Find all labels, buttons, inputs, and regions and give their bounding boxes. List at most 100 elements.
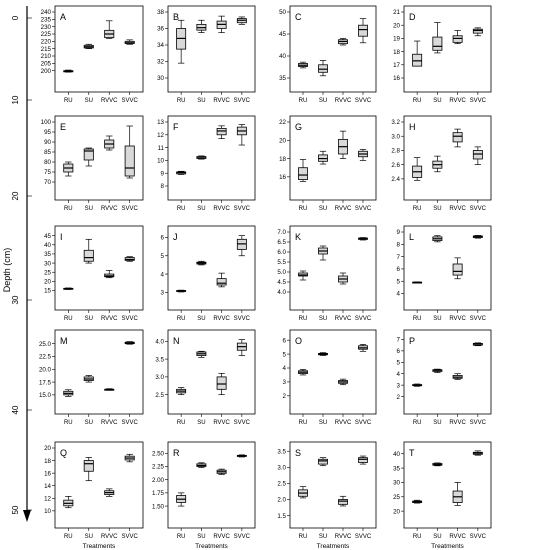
y-tick-label: 30 xyxy=(44,260,51,267)
panel-label: A xyxy=(60,12,66,22)
box-rvvc xyxy=(452,257,463,280)
box-ru xyxy=(412,281,423,284)
box-su xyxy=(432,22,443,54)
y-tick-label: 15.0 xyxy=(39,392,52,399)
panel-frame xyxy=(289,115,377,201)
x-tick-label: RVVC xyxy=(213,316,230,322)
box-su xyxy=(196,350,207,358)
y-tick-label: 3 xyxy=(283,379,287,386)
panel-l: L 4 5 6 7 8 9 RU SU RVVC SVVC xyxy=(397,225,492,322)
panel-label: I xyxy=(60,232,63,242)
y-tick-label: 3.0 xyxy=(277,465,286,472)
y-tick-label: 20 xyxy=(279,137,286,144)
box-su xyxy=(318,352,328,356)
y-tick-label: 34 xyxy=(157,42,164,49)
y-tick-label: 2.8 xyxy=(391,148,400,155)
y-tick-label: 9 xyxy=(397,229,401,236)
panel-label: T xyxy=(409,448,415,458)
box-iqr xyxy=(452,132,463,143)
box-su xyxy=(196,462,207,468)
box-rvvc xyxy=(452,128,463,148)
y-tick-label: 1.50 xyxy=(152,503,165,510)
x-tick-label: RVVC xyxy=(101,420,118,426)
box-iqr xyxy=(318,458,328,465)
y-tick-label: 4.0 xyxy=(155,339,164,346)
box-su xyxy=(83,43,94,50)
depth-tick-label: 0 xyxy=(11,15,20,20)
box-svvc xyxy=(472,146,483,166)
x-tick-label: SU xyxy=(319,420,327,426)
panel-n: N 2.5 3.0 3.5 4.0 RU SU RVVC SVVC xyxy=(155,329,256,426)
x-tick-label: SU xyxy=(85,206,93,212)
y-tick-label: 12 xyxy=(44,495,51,502)
x-tick-label: SVVC xyxy=(470,206,487,212)
y-tick-label: 32 xyxy=(157,59,164,66)
x-tick-label: SU xyxy=(433,534,441,540)
box-ru xyxy=(298,159,308,182)
y-tick-label: 5 xyxy=(283,351,287,358)
box-rvvc xyxy=(216,372,227,396)
panel-p: P 2 3 4 5 6 7 RU SU RVVC SVVC xyxy=(397,329,492,426)
box-svvc xyxy=(236,339,247,356)
y-tick-label: 2.0 xyxy=(277,497,286,504)
box-su xyxy=(318,60,328,77)
panel-label: N xyxy=(173,336,180,346)
panel-label: P xyxy=(409,336,415,346)
x-tick-label: RU xyxy=(177,316,186,322)
x-tick-label: RU xyxy=(64,420,73,426)
panel-label: R xyxy=(173,448,180,458)
y-tick-label: 2.5 xyxy=(277,481,286,488)
x-tick-label: RU xyxy=(299,206,308,212)
y-tick-label: 5.0 xyxy=(277,269,286,276)
y-tick-label: 70 xyxy=(44,179,51,186)
y-tick-label: 5 xyxy=(161,253,165,260)
box-rvvc xyxy=(216,272,227,288)
x-tick-label: RU xyxy=(299,98,308,104)
y-tick-label: 16 xyxy=(279,174,286,181)
box-iqr xyxy=(412,53,423,67)
y-tick-label: 2.00 xyxy=(152,477,165,484)
box-ru xyxy=(63,496,74,509)
y-tick-label: 40 xyxy=(44,242,51,249)
x-tick-label: RVVC xyxy=(101,316,118,322)
panel-label: L xyxy=(409,232,414,242)
x-tick-label: SVVC xyxy=(470,420,487,426)
box-ru xyxy=(176,492,187,507)
x-tick-label: SU xyxy=(85,420,93,426)
y-tick-label: 25.0 xyxy=(39,341,52,348)
x-tick-label: RVVC xyxy=(449,420,466,426)
x-tick-label: RVVC xyxy=(101,534,118,540)
y-tick-label: 15 xyxy=(44,288,51,295)
y-tick-label: 5.5 xyxy=(277,259,286,266)
box-su xyxy=(83,457,94,482)
x-tick-label: RU xyxy=(299,534,308,540)
box-svvc xyxy=(236,235,247,257)
y-tick-label: 18 xyxy=(279,156,286,163)
box-iqr xyxy=(83,249,94,262)
x-tick-label: RVVC xyxy=(213,420,230,426)
x-tick-label: RVVC xyxy=(335,98,352,104)
panel-label: F xyxy=(173,122,179,132)
box-ru xyxy=(176,387,187,396)
y-tick-label: 2.50 xyxy=(152,450,165,457)
box-iqr xyxy=(83,148,94,161)
box-rvvc xyxy=(216,15,227,33)
panel-label: H xyxy=(409,122,416,132)
y-tick-label: 100 xyxy=(41,119,52,126)
x-tick-label: SVVC xyxy=(470,98,487,104)
y-tick-label: 230 xyxy=(41,24,52,31)
box-svvc xyxy=(124,341,135,345)
x-tick-label: RVVC xyxy=(449,534,466,540)
x-tick-label: SVVC xyxy=(234,420,251,426)
panel-i: I 15 20 25 30 35 40 45 RU SU RVVC SVVC xyxy=(44,225,144,322)
y-tick-label: 3.0 xyxy=(391,133,400,140)
x-tick-label: SVVC xyxy=(122,206,139,212)
panel-m: M 15.0 17.5 20.0 22.5 25.0 RU SU RVVC SVVC xyxy=(39,329,144,426)
y-tick-label: 90 xyxy=(44,139,51,146)
box-rvvc xyxy=(216,125,227,139)
panel-label: D xyxy=(409,12,416,22)
y-tick-label: 4 xyxy=(283,365,287,372)
x-tick-label: SVVC xyxy=(234,316,251,322)
y-tick-label: 3.0 xyxy=(155,374,164,381)
panel-f: F 8 9 10 11 12 13 RU SU RVVC SVVC xyxy=(157,115,256,212)
